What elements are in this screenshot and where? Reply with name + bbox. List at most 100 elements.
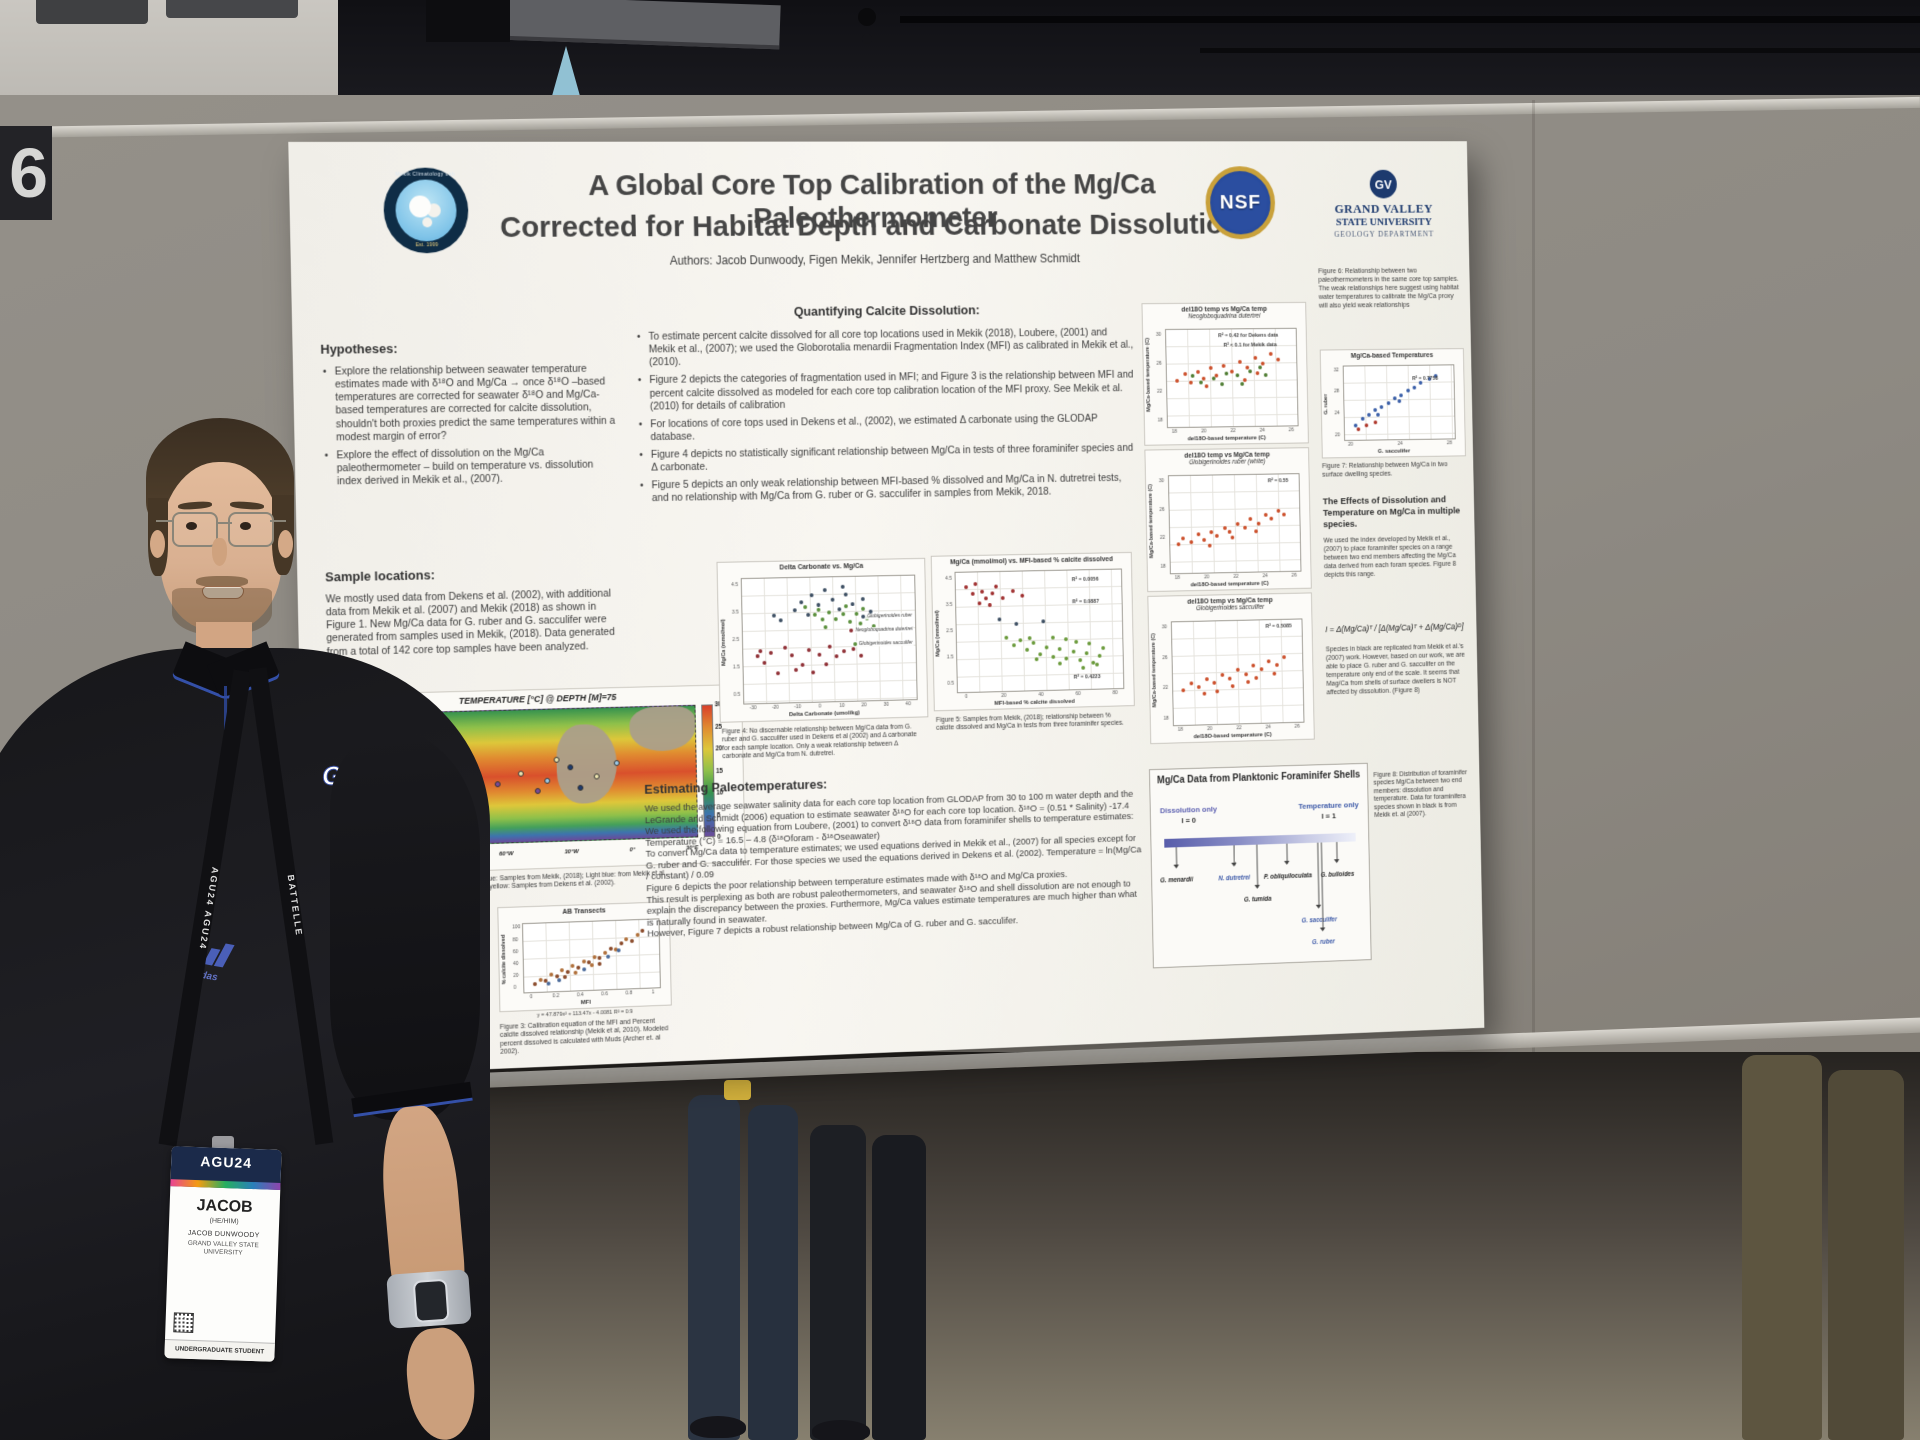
bystander-leg [748, 1105, 798, 1440]
data-point [557, 978, 562, 983]
x-tick-label: 18 [1174, 575, 1181, 581]
data-point [993, 584, 998, 589]
data-point [1064, 637, 1069, 642]
badge-full-name: JACOB DUNWOODY [187, 1229, 260, 1240]
data-point [1207, 543, 1212, 548]
data-point [1031, 640, 1036, 645]
figure5-caption: Figure 5: Samples from Mekik, (2018); re… [935, 712, 1124, 733]
x-tick-label: 20 [1207, 726, 1213, 732]
presenter-glasses-bridge [218, 522, 232, 524]
gvsu-logo: GV GRAND VALLEY STATE UNIVERSITY GEOLOGY… [1307, 169, 1460, 239]
y-tick-label: 24 [1334, 410, 1340, 417]
data-point [813, 612, 818, 617]
data-point [1259, 667, 1263, 672]
y-tick-label: 0.5 [947, 681, 954, 688]
data-point [1211, 376, 1216, 380]
data-point [1051, 635, 1056, 640]
data-point [1263, 373, 1268, 378]
figure5-chart: Mg/Ca (mmol/mol) vs. MFI-based % calcite… [930, 551, 1135, 712]
chart-title: AB Transects [562, 907, 606, 916]
data-point [1228, 676, 1233, 681]
chart-annotation: R² = 0.55 [1267, 478, 1289, 485]
data-point [809, 593, 814, 598]
data-point [1202, 691, 1207, 696]
presenter-ear [278, 530, 293, 558]
x-tick-label: 0.8 [625, 990, 633, 997]
data-point [802, 605, 807, 610]
data-point [1263, 513, 1268, 518]
data-point [806, 612, 811, 617]
species-label: G. menardii [1160, 876, 1194, 885]
lab-logo: Mekik Climatology Lab Est. 1999 [382, 167, 470, 254]
presenter-ear [150, 530, 165, 558]
badge-event: AGU24 [200, 1153, 253, 1171]
chart-subtitle: Globigerinoides ruber (white) [1189, 458, 1266, 467]
board-number: 6 [9, 134, 48, 212]
data-point [1215, 533, 1219, 538]
data-point [970, 591, 975, 596]
dissolution-only-label: Dissolution only [1159, 804, 1218, 816]
data-point [1058, 647, 1062, 652]
data-point [1209, 529, 1214, 534]
data-point [823, 587, 828, 592]
badge-header: AGU24 [170, 1146, 282, 1190]
i-equals-1: I = 1 [1321, 811, 1336, 821]
chart-annotation: R² = 0.42 for Dekens data [1218, 332, 1279, 340]
data-point [984, 596, 988, 601]
sample-location-dot [517, 770, 524, 777]
data-point [1266, 659, 1271, 664]
data-point [565, 969, 570, 974]
y-tick-label: 30 [1155, 331, 1162, 338]
x-tick-label: -10 [794, 704, 802, 711]
data-point [1181, 687, 1186, 692]
data-point [1274, 663, 1279, 668]
y-tick-label: 28 [1334, 388, 1340, 395]
effects-text1: We used the index developed by Mekik et … [1323, 535, 1457, 580]
figure3-caption: Figure 3: Calibration equation of the MF… [499, 1017, 669, 1057]
x-tick-label: 26 [1288, 427, 1294, 434]
x-tick-label: 10 [839, 702, 845, 709]
y-tick-label: 32 [1333, 367, 1339, 374]
data-point [1197, 685, 1202, 690]
chart-annotation: R² = 0.0056 [1071, 577, 1099, 584]
board-clip [724, 1080, 751, 1100]
vent [36, 0, 148, 24]
data-point [1018, 638, 1022, 643]
y-tick-label: 60 [512, 948, 519, 955]
data-point [1204, 677, 1209, 682]
figure6-chart-sacculifer: del18O temp vs Mg/Ca temp Globigerinoides… [1147, 592, 1315, 745]
x-tick-label: 20 [1001, 692, 1007, 699]
data-point [1253, 356, 1257, 361]
data-point [789, 653, 794, 658]
quantifying-bullets: To estimate percent calcite dissolved fo… [635, 326, 1138, 510]
x-tick-label: 60 [1075, 691, 1081, 697]
data-point [1282, 654, 1287, 659]
y-tick-label: 26 [1162, 654, 1168, 661]
data-point [851, 646, 856, 651]
nsf-logo-text: NSF [1219, 191, 1262, 214]
species-arrow [1336, 842, 1338, 863]
continent-africa [556, 723, 618, 805]
data-point [581, 959, 586, 964]
data-point [1188, 380, 1193, 385]
data-point [844, 604, 849, 609]
y-tick-label: 2.5 [946, 628, 953, 635]
shoe [690, 1416, 746, 1438]
data-point [778, 618, 783, 623]
data-point [605, 954, 610, 959]
chart-plot-area: R² = 0.5085 18 20 22 24 26 30 26 22 18 [1162, 618, 1305, 733]
figure8-endmembers: Dissolution only I = 0 Temperature only … [1160, 800, 1359, 825]
data-point [1258, 365, 1263, 370]
data-point [843, 592, 848, 597]
temperature-only-label: Temperature only [1298, 800, 1359, 811]
y-tick-label: 20 [513, 972, 519, 979]
data-point [800, 662, 805, 667]
y-axis-label: G. ruber [1323, 393, 1330, 415]
data-point [1399, 393, 1404, 398]
data-point [1386, 400, 1391, 405]
chart-annotation: R² = 0.5085 [1265, 623, 1292, 631]
data-point [861, 596, 866, 601]
data-point [1243, 525, 1248, 530]
figure8-caption: Figure 8: Distribution of foraminifer sp… [1373, 769, 1468, 820]
y-tick-label: 1.5 [732, 664, 740, 671]
